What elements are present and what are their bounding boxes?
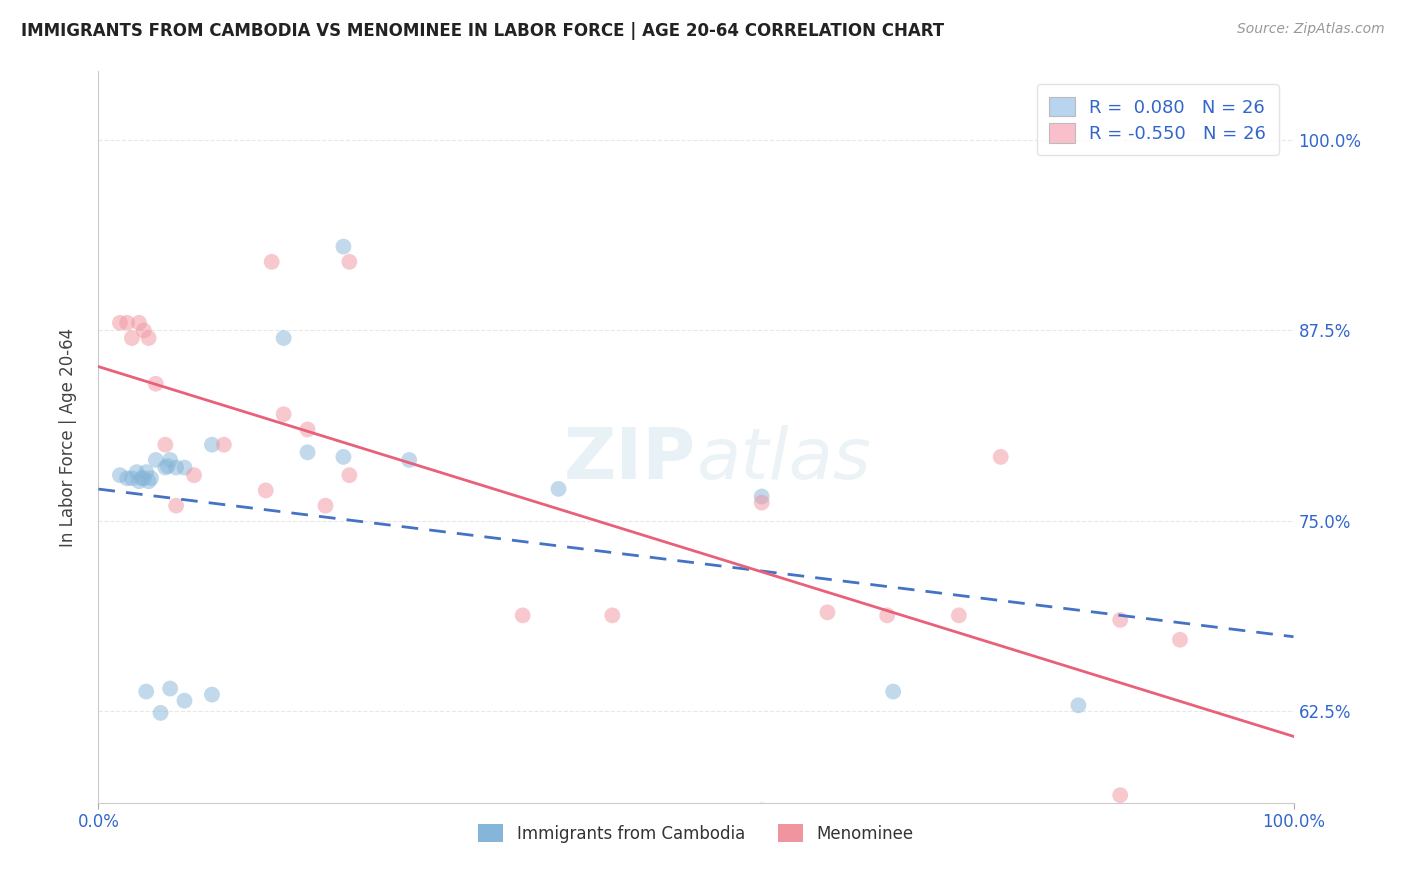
Point — [332, 450, 354, 464]
Point — [260, 255, 283, 269]
Point — [108, 316, 131, 330]
Point — [115, 316, 138, 330]
Point — [1067, 698, 1090, 713]
Point — [398, 453, 420, 467]
Point — [132, 471, 155, 485]
Point — [212, 438, 235, 452]
Point — [254, 483, 277, 498]
Point — [138, 331, 160, 345]
Text: atlas: atlas — [696, 425, 870, 493]
Legend: Immigrants from Cambodia, Menominee: Immigrants from Cambodia, Menominee — [471, 818, 921, 849]
Point — [297, 445, 319, 459]
Point — [876, 608, 898, 623]
Point — [135, 684, 157, 698]
Point — [173, 694, 195, 708]
Point — [121, 331, 143, 345]
Point — [751, 804, 773, 818]
Point — [128, 475, 150, 489]
Point — [1109, 788, 1132, 802]
Point — [131, 471, 153, 485]
Point — [1168, 632, 1191, 647]
Point — [155, 438, 177, 452]
Point — [547, 482, 569, 496]
Point — [138, 475, 160, 489]
Point — [183, 468, 205, 483]
Point — [121, 471, 143, 485]
Text: IMMIGRANTS FROM CAMBODIA VS MENOMINEE IN LABOR FORCE | AGE 20-64 CORRELATION CHA: IMMIGRANTS FROM CAMBODIA VS MENOMINEE IN… — [21, 22, 945, 40]
Point — [332, 239, 354, 253]
Point — [815, 605, 838, 619]
Point — [165, 460, 187, 475]
Point — [512, 608, 534, 623]
Point — [165, 499, 187, 513]
Point — [149, 706, 172, 720]
Point — [145, 376, 167, 391]
Point — [602, 608, 624, 623]
Y-axis label: In Labor Force | Age 20-64: In Labor Force | Age 20-64 — [59, 327, 77, 547]
Point — [139, 471, 162, 485]
Point — [882, 684, 904, 698]
Point — [128, 316, 150, 330]
Point — [115, 471, 138, 485]
Point — [155, 460, 177, 475]
Point — [132, 323, 155, 337]
Point — [135, 465, 157, 479]
Point — [108, 468, 131, 483]
Text: Source: ZipAtlas.com: Source: ZipAtlas.com — [1237, 22, 1385, 37]
Point — [156, 458, 179, 473]
Point — [751, 495, 773, 509]
Point — [990, 450, 1012, 464]
Point — [159, 453, 181, 467]
Point — [201, 688, 224, 702]
Point — [273, 407, 295, 421]
Text: ZIP: ZIP — [564, 425, 696, 493]
Point — [173, 460, 195, 475]
Point — [159, 681, 181, 696]
Point — [339, 255, 361, 269]
Point — [1109, 613, 1132, 627]
Point — [201, 438, 224, 452]
Point — [273, 331, 295, 345]
Point — [297, 422, 319, 436]
Point — [751, 490, 773, 504]
Point — [339, 468, 361, 483]
Point — [315, 499, 337, 513]
Point — [125, 465, 148, 479]
Point — [948, 608, 970, 623]
Point — [145, 453, 167, 467]
